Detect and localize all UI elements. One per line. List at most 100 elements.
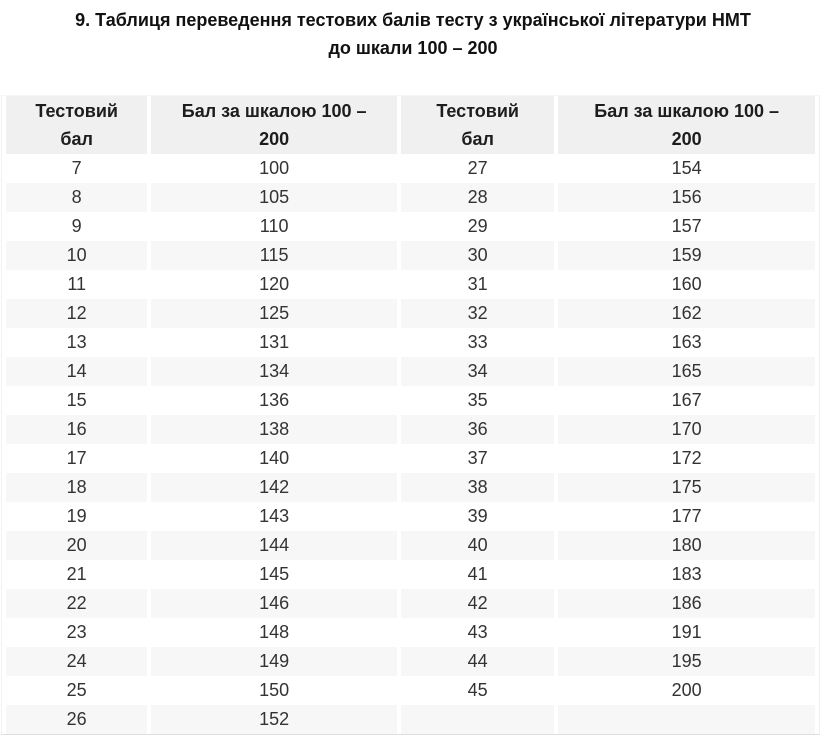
- table-cell: 175: [558, 473, 815, 502]
- table-cell: [558, 705, 815, 734]
- table-row: 23 148 43 191: [6, 618, 815, 647]
- table-row: 22 146 42 186: [6, 589, 815, 618]
- table-cell: 45: [400, 676, 555, 705]
- table-cell: 12: [6, 299, 148, 328]
- table-body: 7 100 27 154 8 105 28 156 9 110 29 157 10 115 30 159 11 1…: [6, 154, 815, 734]
- table-cell: 134: [151, 357, 397, 386]
- table-cell: 44: [400, 647, 555, 676]
- table-cell: 20: [6, 531, 148, 560]
- table-cell: 41: [400, 560, 555, 589]
- table-cell: 19: [6, 502, 148, 531]
- table-cell: 23: [6, 618, 148, 647]
- table-cell: 163: [558, 328, 815, 357]
- table-cell: 148: [151, 618, 397, 647]
- table-cell: 145: [151, 560, 397, 589]
- table-cell: 43: [400, 618, 555, 647]
- table-cell: 36: [400, 415, 555, 444]
- col-header-test-score-left: Тестовий бал: [6, 96, 148, 154]
- table-cell: 120: [151, 270, 397, 299]
- table-cell: 35: [400, 386, 555, 415]
- score-conversion-table: Тестовий бал Бал за шкалою 100 – 200 Тес…: [1, 95, 820, 735]
- table-cell: 115: [151, 241, 397, 270]
- table-cell: 150: [151, 676, 397, 705]
- table-cell: 160: [558, 270, 815, 299]
- table-row: 25 150 45 200: [6, 676, 815, 705]
- table-row: 16 138 36 170: [6, 415, 815, 444]
- table-cell: 131: [151, 328, 397, 357]
- table-cell: 33: [400, 328, 555, 357]
- table-row: 11 120 31 160: [6, 270, 815, 299]
- table-row: 12 125 32 162: [6, 299, 815, 328]
- page-title: 9. Таблиця переведення тестових балів те…: [0, 6, 826, 62]
- table-row: 18 142 38 175: [6, 473, 815, 502]
- table-cell: 31: [400, 270, 555, 299]
- table-header: Тестовий бал Бал за шкалою 100 – 200 Тес…: [6, 96, 815, 154]
- table-cell: 146: [151, 589, 397, 618]
- table-cell: 156: [558, 183, 815, 212]
- table-cell: 22: [6, 589, 148, 618]
- table-cell: 162: [558, 299, 815, 328]
- table-cell: 39: [400, 502, 555, 531]
- table-cell: 157: [558, 212, 815, 241]
- table-cell: 149: [151, 647, 397, 676]
- table-cell: 25: [6, 676, 148, 705]
- table-row: 7 100 27 154: [6, 154, 815, 183]
- table-cell: 10: [6, 241, 148, 270]
- table-cell: 191: [558, 618, 815, 647]
- table-cell: 144: [151, 531, 397, 560]
- table-row: 24 149 44 195: [6, 647, 815, 676]
- table-cell: 40: [400, 531, 555, 560]
- table-cell: 170: [558, 415, 815, 444]
- table-row: 8 105 28 156: [6, 183, 815, 212]
- page-title-line-2: до шкали 100 – 200: [328, 38, 498, 58]
- table-cell: 154: [558, 154, 815, 183]
- table-cell: 29: [400, 212, 555, 241]
- table-cell: 38: [400, 473, 555, 502]
- table-row: 17 140 37 172: [6, 444, 815, 473]
- table-row: 15 136 35 167: [6, 386, 815, 415]
- table-cell: 200: [558, 676, 815, 705]
- table-cell: 186: [558, 589, 815, 618]
- table-cell: 32: [400, 299, 555, 328]
- table-cell: 27: [400, 154, 555, 183]
- table-cell: 183: [558, 560, 815, 589]
- table-cell: 11: [6, 270, 148, 299]
- table-cell: 138: [151, 415, 397, 444]
- table-row: 21 145 41 183: [6, 560, 815, 589]
- table-row: 14 134 34 165: [6, 357, 815, 386]
- table-cell: 37: [400, 444, 555, 473]
- table-header-row: Тестовий бал Бал за шкалою 100 – 200 Тес…: [6, 96, 815, 154]
- table-row: 26 152: [6, 705, 815, 734]
- table-cell: 28: [400, 183, 555, 212]
- table-cell: 142: [151, 473, 397, 502]
- table-cell: 143: [151, 502, 397, 531]
- table-cell: 7: [6, 154, 148, 183]
- table-cell: 180: [558, 531, 815, 560]
- col-header-scaled-score-right: Бал за шкалою 100 – 200: [558, 96, 815, 154]
- table-cell: 140: [151, 444, 397, 473]
- table-cell: 42: [400, 589, 555, 618]
- table-cell: 26: [6, 705, 148, 734]
- table-cell: 177: [558, 502, 815, 531]
- table-cell: 34: [400, 357, 555, 386]
- table-cell: 13: [6, 328, 148, 357]
- table-cell: 136: [151, 386, 397, 415]
- table-cell: 172: [558, 444, 815, 473]
- table-cell: 14: [6, 357, 148, 386]
- table-cell: 110: [151, 212, 397, 241]
- table-cell: 100: [151, 154, 397, 183]
- table-cell: 105: [151, 183, 397, 212]
- table-cell: 152: [151, 705, 397, 734]
- page-title-line-1: 9. Таблиця переведення тестових балів те…: [75, 10, 751, 30]
- table-cell: 24: [6, 647, 148, 676]
- table-cell: 30: [400, 241, 555, 270]
- table-row: 13 131 33 163: [6, 328, 815, 357]
- col-header-test-score-right: Тестовий бал: [400, 96, 555, 154]
- table-cell: 165: [558, 357, 815, 386]
- table-cell: 167: [558, 386, 815, 415]
- table-cell: 16: [6, 415, 148, 444]
- table-row: 19 143 39 177: [6, 502, 815, 531]
- table-cell: 18: [6, 473, 148, 502]
- table-cell: 8: [6, 183, 148, 212]
- col-header-scaled-score-left: Бал за шкалою 100 – 200: [151, 96, 397, 154]
